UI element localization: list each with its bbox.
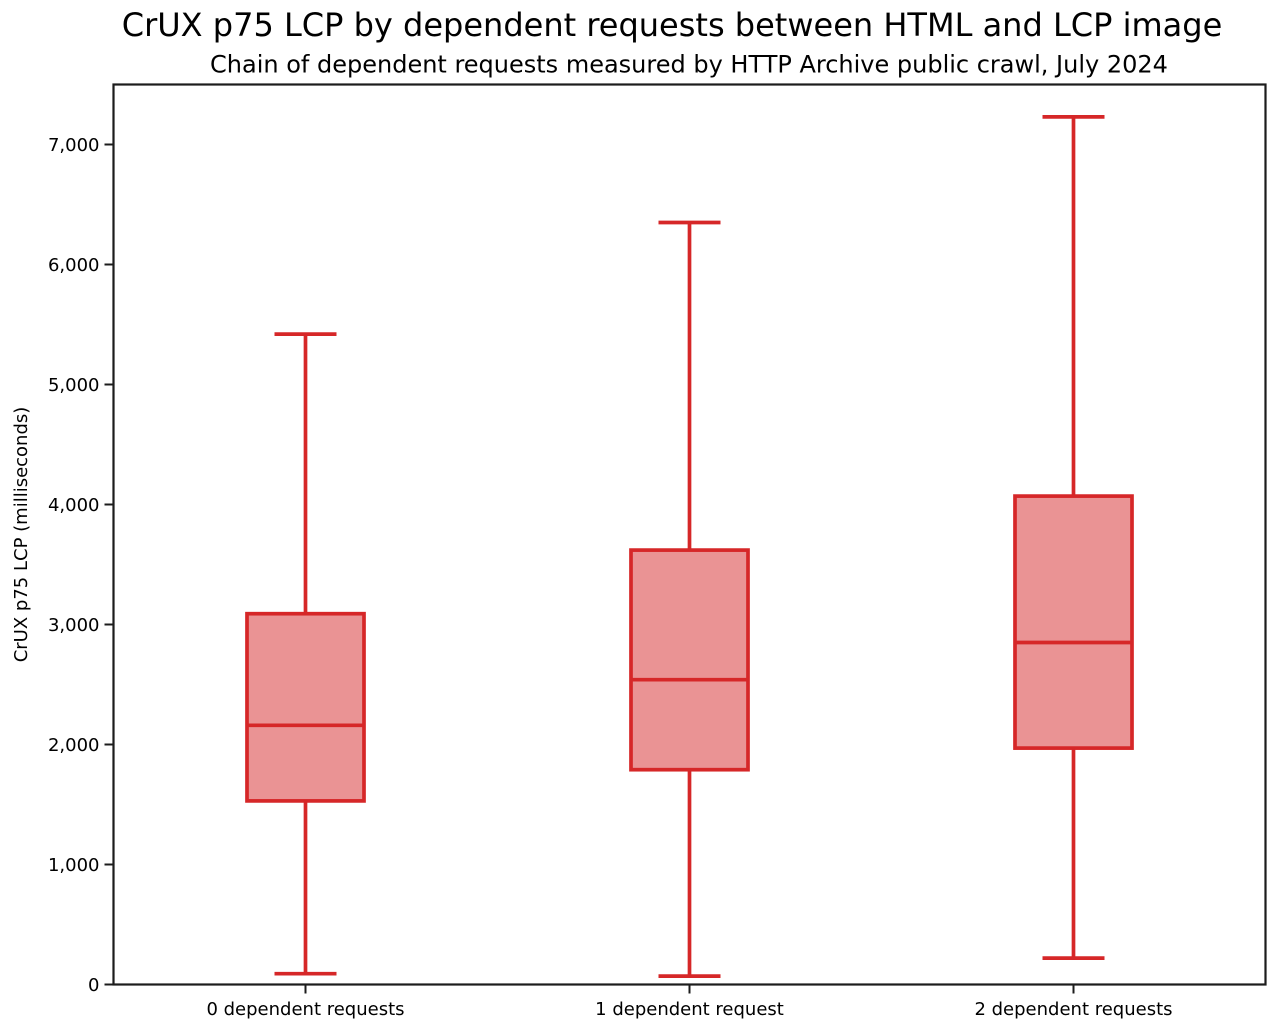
y-tick-label: 5,000	[48, 375, 100, 396]
y-tick-label: 2,000	[48, 735, 100, 756]
boxplot-boxes	[245, 115, 1134, 978]
y-axis-label: CrUX p75 LCP (milliseconds)	[11, 407, 32, 663]
boxplot-group-2	[1013, 115, 1134, 960]
plot-border	[112, 83, 1267, 986]
x-axis: 0 dependent requests 1 dependent request 2…	[206, 984, 1173, 1020]
x-tick-label: 1 dependent request	[595, 999, 784, 1020]
x-tick-label: 2 dependent requests	[974, 999, 1172, 1020]
y-tick-label: 3,000	[48, 615, 100, 636]
iqr-box	[1013, 494, 1134, 750]
iqr-box	[245, 611, 366, 803]
y-axis: 0 1,000 2,000 3,000 4,000 5,000 6,000 7,000	[48, 135, 114, 996]
y-tick-label: 6,000	[48, 255, 100, 276]
iqr-box	[629, 548, 750, 772]
boxplot-group-1	[629, 220, 750, 978]
y-tick-label: 0	[88, 975, 99, 996]
boxplot-group-0	[245, 332, 366, 976]
x-tick-label: 0 dependent requests	[206, 999, 404, 1020]
chart-title: CrUX p75 LCP by dependent requests betwe…	[122, 6, 1223, 44]
y-tick-label: 1,000	[48, 855, 100, 876]
y-tick-label: 7,000	[48, 135, 100, 156]
y-tick-label: 4,000	[48, 495, 100, 516]
chart-subtitle: Chain of dependent requests measured by …	[210, 51, 1168, 79]
